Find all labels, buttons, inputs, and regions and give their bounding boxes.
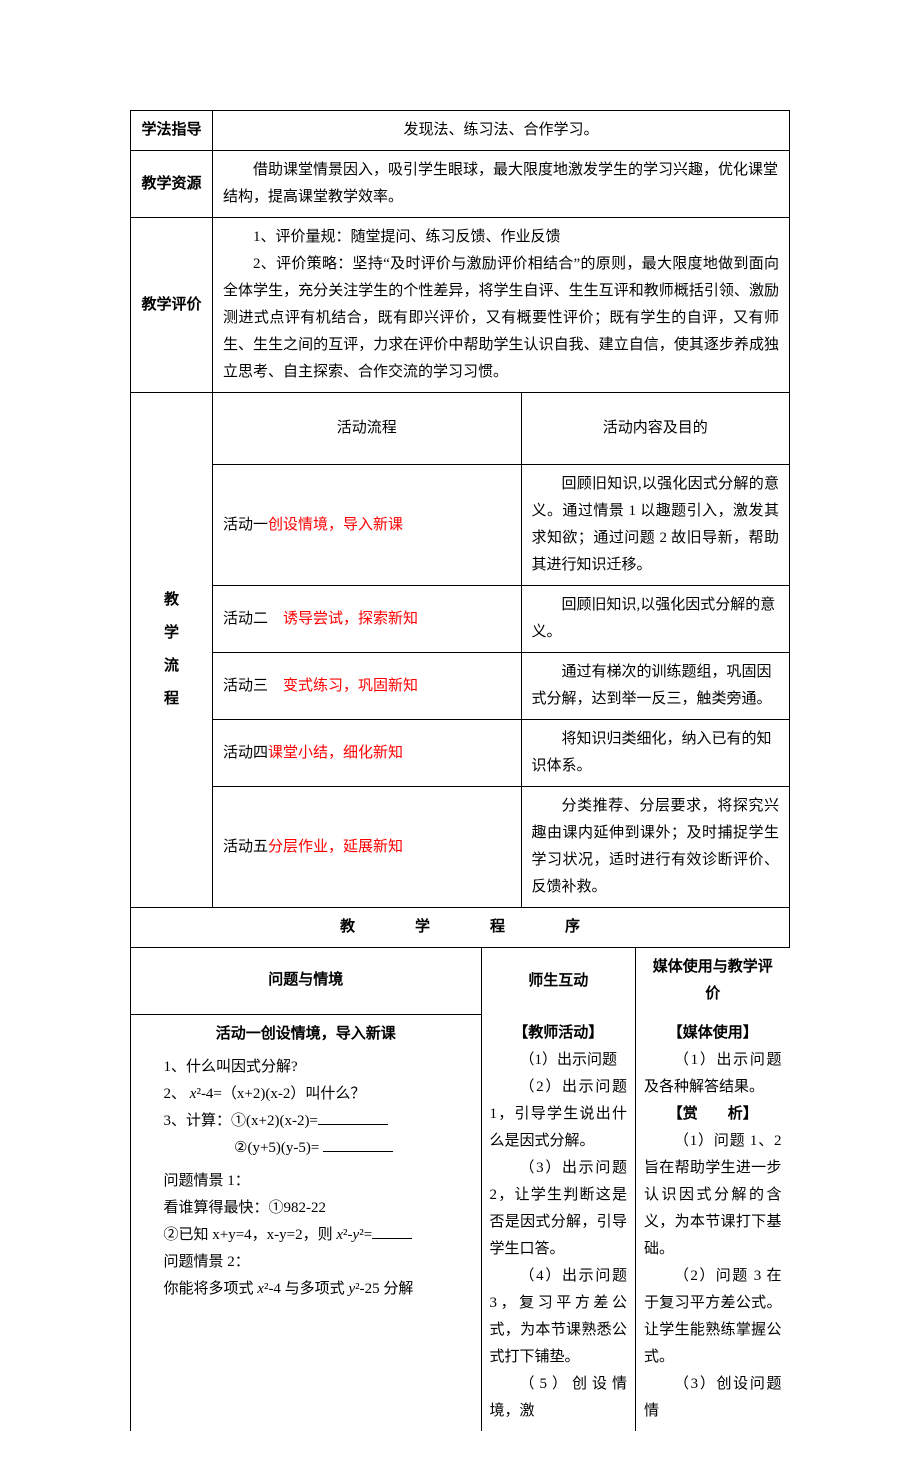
mid-p4: （4）出示问题 3，复习平方差公式，为本节课熟悉公式打下铺垫。	[490, 1263, 628, 1371]
q3b-text: ②(y+5)(y-5)=	[234, 1140, 323, 1156]
act1-title: 活动一创设情境，导入新课	[141, 1021, 471, 1048]
s2ac: -25 分解	[360, 1281, 414, 1297]
scene1-b: ②已知 x+y=4，x-y=2，则 x²-y²=	[164, 1222, 471, 1249]
row-program-head: 问题与情境 师生互动 媒体使用与教学评价	[131, 948, 790, 1015]
act2-left: 活动二 诱导尝试，探索新知	[213, 586, 522, 653]
mid-h: 【教师活动】	[490, 1020, 628, 1047]
row-act2: 活动二 诱导尝试，探索新知 回顾旧知识,以强化因式分解的意义。	[131, 586, 790, 653]
flow-head-right: 活动内容及目的	[521, 393, 790, 465]
q2-x: x	[190, 1086, 197, 1102]
program-left-cell: 活动一创设情境，导入新课 1、什么叫因式分解? 2、 x²-4=（x+2)(x-…	[131, 1014, 482, 1431]
right-p1: （1）出示问题及各种解答结果。	[644, 1047, 782, 1101]
act2-desc: 回顾旧知识,以强化因式分解的意义。	[521, 586, 790, 653]
s2a-y: y	[348, 1281, 355, 1297]
act3-red: 变式练习，巩固新知	[283, 678, 418, 694]
row-act4: 活动四课堂小结，细化新知 将知识归类细化，纳入已有的知识体系。	[131, 720, 790, 787]
row-flow-header: 教学流程 活动流程 活动内容及目的	[131, 393, 790, 465]
s1ba: ②已知 x+y=4，x-y=2，则	[164, 1227, 337, 1243]
scene2-label: 问题情景 2：	[164, 1249, 471, 1276]
mid-p3: （3）出示问题 2，让学生判断这是否是因式分解，引导学生口答。	[490, 1155, 628, 1263]
row-ziyuan: 教学资源 借助课堂情景因入，吸引学生眼球，最大限度地激发学生的学习兴趣，优化课堂…	[131, 151, 790, 218]
s2ab: -4 与多项式	[268, 1281, 348, 1297]
row-program-title: 教 学 程 序	[131, 908, 790, 948]
right-p2: （1）问题 1、2旨在帮助学生进一步认识因式分解的含义，为本节课打下基础。	[644, 1128, 782, 1263]
text-pingjia: 1、评价量规：随堂提问、练习反馈、作业反馈 2、评价策略：坚持“及时评价与激励评…	[213, 218, 790, 393]
act1-red: 创设情境，导入新课	[268, 517, 403, 533]
label-pingjia: 教学评价	[131, 218, 213, 393]
q3a: 3、计算：①(x+2)(x-2)=	[164, 1108, 471, 1135]
program-head-right-wrap: 师生互动 媒体使用与教学评价	[481, 948, 790, 1015]
act4-desc: 将知识归类细化，纳入已有的知识体系。	[521, 720, 790, 787]
mid-p5: （5）创设情境，激	[490, 1371, 628, 1425]
right-sx: 【赏 析】	[644, 1101, 782, 1128]
row-act5: 活动五分层作业，延展新知 分类推荐、分层要求，将探究兴趣由课内延伸到课外；及时捕…	[131, 787, 790, 908]
q2: 2、 x²-4=（x+2)(x-2）叫什么？	[164, 1081, 471, 1108]
blank-2	[323, 1137, 393, 1152]
mid-p2: （2）出示问题 1，引导学生说出什么是因式分解。	[490, 1074, 628, 1155]
s2a-x: x	[257, 1281, 264, 1297]
scene2-a: 你能将多项式 x²-4 与多项式 y²-25 分解	[164, 1276, 471, 1303]
act5-left: 活动五分层作业，延展新知	[213, 787, 522, 908]
program-col2: 师生互动	[482, 948, 636, 1014]
s1b-x: x	[336, 1227, 343, 1243]
program-title-cell: 教 学 程 序	[131, 908, 790, 948]
program-col1: 问题与情境	[131, 948, 482, 1015]
program-right-cell: 【媒体使用】 （1）出示问题及各种解答结果。 【赏 析】 （1）问题 1、2旨在…	[636, 1014, 790, 1431]
pingjia-p2: 2、评价策略：坚持“及时评价与激励评价相结合”的原则，最大限度地做到面向全体学生…	[223, 251, 779, 386]
right-p4: （3）创设问题情	[644, 1371, 782, 1425]
blank-1	[318, 1110, 388, 1125]
act3-pre: 活动三	[223, 678, 283, 694]
text-ziyuan: 借助课堂情景因入，吸引学生眼球，最大限度地激发学生的学习兴趣，优化课堂结构，提高…	[213, 151, 790, 218]
act2-red: 诱导尝试，探索新知	[283, 611, 418, 627]
program-col3: 媒体使用与教学评价	[636, 948, 790, 1014]
lesson-plan-table: 学法指导 发现法、练习法、合作学习。 教学资源 借助课堂情景因入，吸引学生眼球，…	[130, 110, 790, 1431]
flow-head-left: 活动流程	[213, 393, 522, 465]
q3b: ②(y+5)(y-5)=	[234, 1135, 471, 1162]
text-xuefa: 发现法、练习法、合作学习。	[213, 111, 790, 151]
s1b-y: y	[353, 1227, 360, 1243]
row-pingjia: 教学评价 1、评价量规：随堂提问、练习反馈、作业反馈 2、评价策略：坚持“及时评…	[131, 218, 790, 393]
q2b: -4=（x+2)(x-2）叫什么？	[201, 1086, 365, 1102]
act5-red: 分层作业，延展新知	[268, 839, 403, 855]
act1-pre: 活动一	[223, 517, 268, 533]
scene1-a: 看谁算得最快：①982-22	[164, 1195, 471, 1222]
q2a: 2、	[164, 1086, 190, 1102]
right-p3: （2）问题 3 在于复习平方差公式。让学生能熟练掌握公式。	[644, 1263, 782, 1371]
program-right-wrap: 【教师活动】 （1）出示问题 （2）出示问题 1，引导学生说出什么是因式分解。 …	[481, 1014, 790, 1431]
label-ziyuan: 教学资源	[131, 151, 213, 218]
q3a-text: 3、计算：①(x+2)(x-2)=	[164, 1113, 318, 1129]
right-h: 【媒体使用】	[644, 1020, 782, 1047]
act2-pre: 活动二	[223, 611, 283, 627]
act3-left: 活动三 变式练习，巩固新知	[213, 653, 522, 720]
act1-desc: 回顾旧知识,以强化因式分解的意义。通过情景 1 以趣题引入，激发其求知欲；通过问…	[521, 465, 790, 586]
row-xuefa: 学法指导 发现法、练习法、合作学习。	[131, 111, 790, 151]
act4-pre: 活动四	[223, 745, 268, 761]
label-xuefa: 学法指导	[131, 111, 213, 151]
act3-desc: 通过有梯次的训练题组，巩固因式分解，达到举一反三，触类旁通。	[521, 653, 790, 720]
row-act3: 活动三 变式练习，巩固新知 通过有梯次的训练题组，巩固因式分解，达到举一反三，触…	[131, 653, 790, 720]
act5-desc: 分类推荐、分层要求，将探究兴趣由课内延伸到课外；及时捕捉学生学习状况，适时进行有…	[521, 787, 790, 908]
mid-p1: （1）出示问题	[490, 1047, 628, 1074]
blank-3	[372, 1224, 412, 1239]
act4-left: 活动四课堂小结，细化新知	[213, 720, 522, 787]
act1-left: 活动一创设情境，导入新课	[213, 465, 522, 586]
s2aa: 你能将多项式	[164, 1281, 258, 1297]
program-mid-cell: 【教师活动】 （1）出示问题 （2）出示问题 1，引导学生说出什么是因式分解。 …	[482, 1014, 636, 1431]
act5-pre: 活动五	[223, 839, 268, 855]
s1bb: =	[364, 1227, 372, 1243]
q1: 1、什么叫因式分解?	[164, 1054, 471, 1081]
pingjia-p1: 1、评价量规：随堂提问、练习反馈、作业反馈	[223, 224, 779, 251]
row-program-body: 活动一创设情境，导入新课 1、什么叫因式分解? 2、 x²-4=（x+2)(x-…	[131, 1014, 790, 1431]
scene1-label: 问题情景 1：	[164, 1168, 471, 1195]
label-flow: 教学流程	[131, 393, 213, 908]
row-act1: 活动一创设情境，导入新课 回顾旧知识,以强化因式分解的意义。通过情景 1 以趣题…	[131, 465, 790, 586]
document-page: 学法指导 发现法、练习法、合作学习。 教学资源 借助课堂情景因入，吸引学生眼球，…	[0, 0, 920, 1471]
act4-red: 课堂小结，细化新知	[268, 745, 403, 761]
